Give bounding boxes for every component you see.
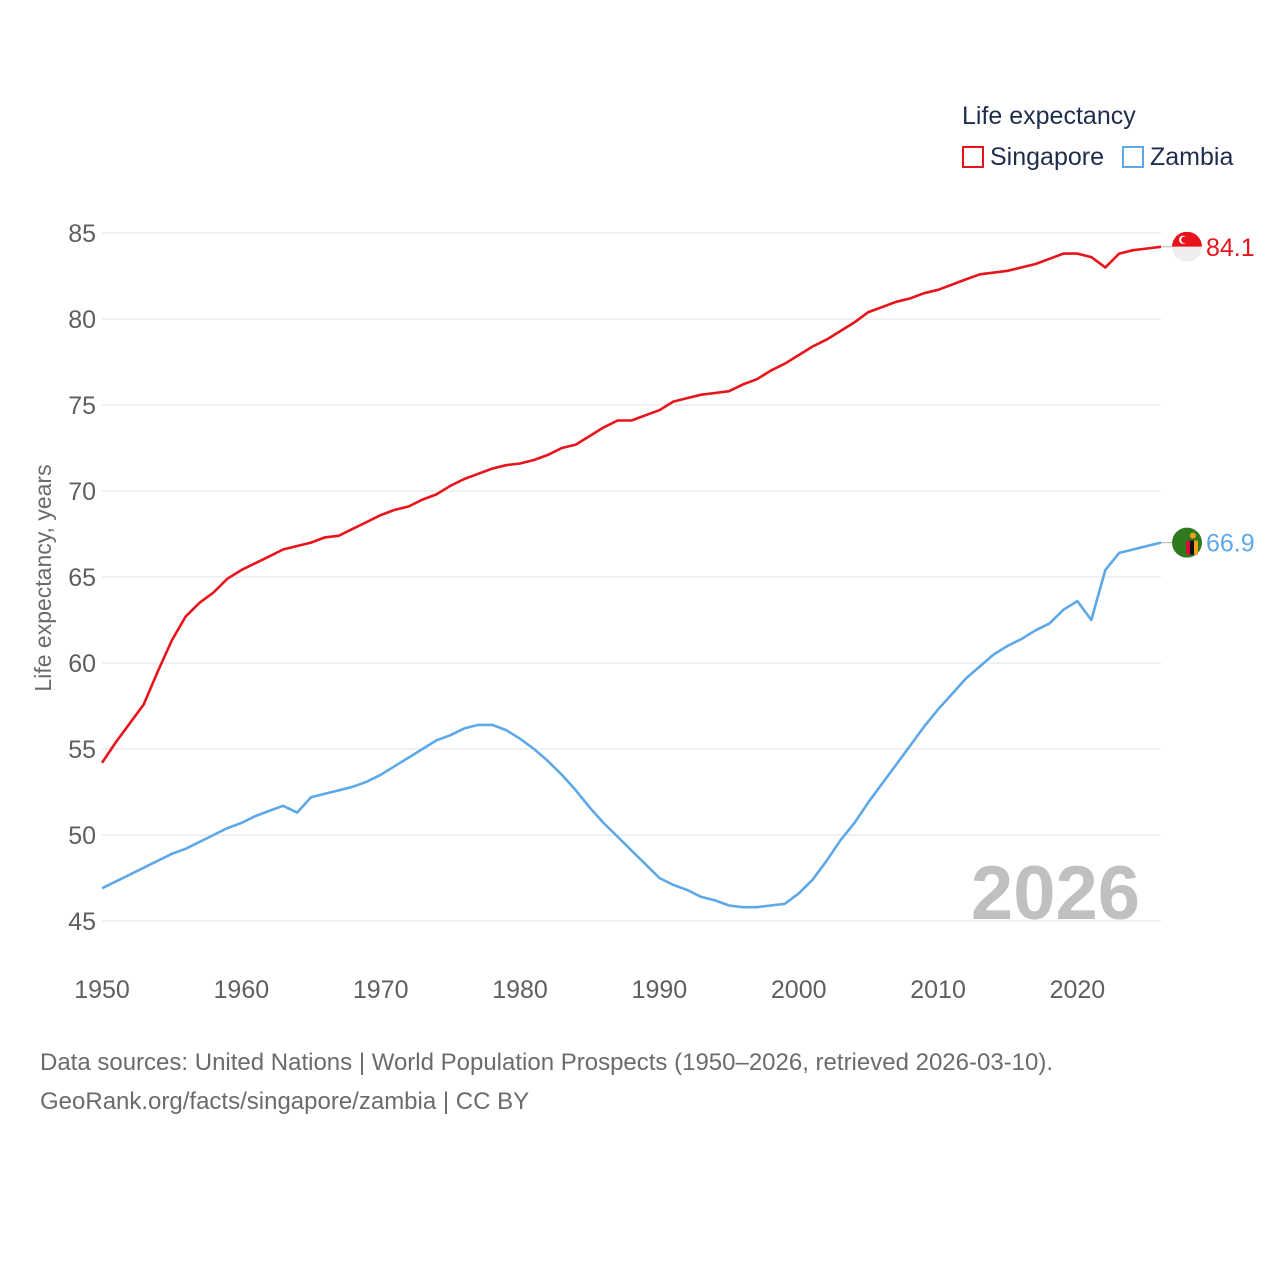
y-tick-label: 85 [68,220,96,248]
y-axis-ticks: 45 50 55 60 65 70 75 80 85 [68,220,96,936]
end-labels: 84.1 66.9 [1161,231,1255,558]
y-tick-label: 75 [68,392,96,420]
series-line-zambia [101,541,1162,909]
y-tick-label: 55 [68,736,96,764]
zambia-flag-icon [1172,527,1202,558]
data-sources: Data sources: United Nations | World Pop… [40,1043,1053,1121]
y-tick-label: 65 [68,564,96,592]
x-axis-ticks: 1950 1960 1970 1980 1990 2000 2010 2020 [74,976,1105,1004]
series-line-singapore [100,245,1162,764]
x-tick-label: 2020 [1050,976,1106,1004]
end-label-zambia: 66.9 [1206,530,1255,558]
y-tick-label: 45 [68,908,96,936]
y-tick-label: 60 [68,650,96,678]
series-lines [100,245,1162,909]
legend-swatch-singapore [962,146,984,168]
legend-item-zambia[interactable]: Zambia [1121,142,1234,172]
x-tick-label: 1950 [74,976,130,1004]
x-tick-label: 1980 [492,976,548,1004]
x-tick-label: 1970 [353,976,409,1004]
y-axis-label: Life expectancy, years [30,464,56,691]
y-tick-label: 70 [68,478,96,506]
year-watermark: 2026 [971,851,1140,936]
x-tick-label: 1960 [214,976,270,1004]
sources-line-1: Data sources: United Nations | World Pop… [40,1049,1054,1076]
x-tick-label: 1990 [632,976,688,1004]
legend-label-zambia: Zambia [1149,143,1234,171]
x-tick-label: 2010 [910,976,966,1004]
legend-title: Life expectancy [962,102,1136,130]
legend-item-singapore[interactable]: Singapore [962,142,1104,172]
legend-label-singapore: Singapore [990,143,1104,171]
x-tick-label: 2000 [771,976,827,1004]
y-tick-label: 80 [68,306,96,334]
grid-lines [102,232,1161,922]
sources-line-2[interactable]: GeoRank.org/facts/singapore/zambia | CC … [40,1088,530,1115]
legend-swatch-zambia [1121,146,1144,168]
singapore-flag-icon [1172,231,1202,262]
legend: Life expectancy Singapore Zambia [962,100,1233,172]
end-label-singapore: 84.1 [1206,234,1255,262]
y-tick-label: 50 [68,822,96,850]
